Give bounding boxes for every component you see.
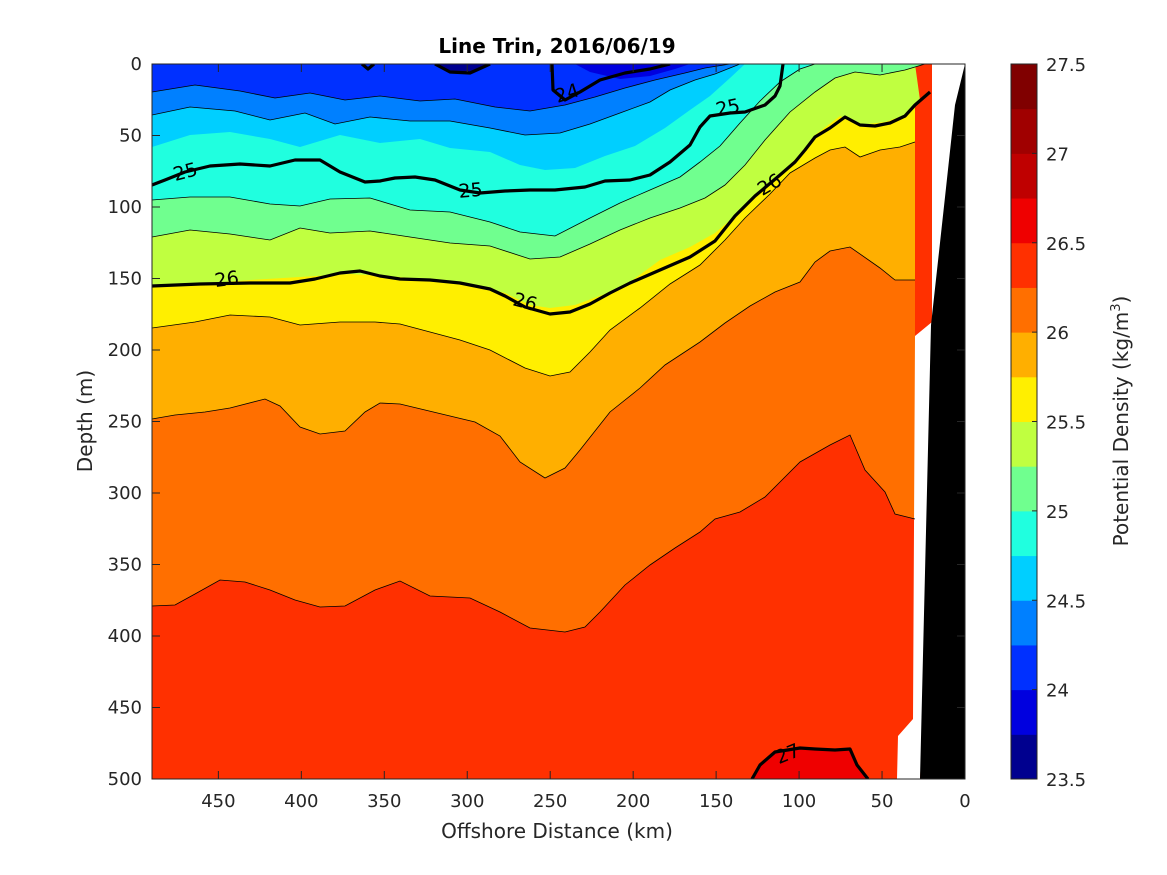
colorbar-tick-label: 24 <box>1046 681 1069 702</box>
x-tick-label: 350 <box>367 791 401 812</box>
colorbar-tick-label: 23.5 <box>1046 770 1086 791</box>
colorbar <box>1010 63 1038 780</box>
y-tick-label: 0 <box>131 54 142 75</box>
x-tick-label: 150 <box>699 791 733 812</box>
x-tick-label: 400 <box>284 791 318 812</box>
x-tick-label: 0 <box>959 791 970 812</box>
colorbar-tick-label: 26 <box>1046 323 1069 344</box>
colorbar-swatch <box>1011 644 1037 691</box>
colorbar-ticks: 23.5 24 24.5 25 25.5 26 26.5 27 27.5 <box>1032 55 1086 791</box>
colorbar-tick-label: 27 <box>1046 144 1069 165</box>
colorbar-label: Potential Density (kg/m3) <box>1109 296 1133 547</box>
colorbar-swatch <box>1011 198 1037 244</box>
colorbar-swatch <box>1011 242 1037 288</box>
y-tick-label: 300 <box>108 483 142 504</box>
y-tick-label: 100 <box>108 197 142 218</box>
thin-contour-lines <box>152 64 926 633</box>
density-band-27-00 <box>752 748 868 779</box>
contour-label: 25 <box>714 95 742 122</box>
chart-title: Line Trin, 2016/06/19 <box>438 34 675 58</box>
contour-label: 26 <box>213 267 240 292</box>
x-tick-label: 200 <box>616 791 650 812</box>
colorbar-swatch <box>1011 153 1037 199</box>
x-tick-label: 450 <box>201 791 235 812</box>
colorbar-swatch <box>1011 510 1037 557</box>
y-tick-label: 50 <box>119 126 142 147</box>
colorbar-swatch <box>1011 421 1037 467</box>
x-tick-label: 250 <box>533 791 567 812</box>
density-band-24-00 <box>152 64 690 79</box>
y-axis: 0 50 100 150 200 250 300 350 400 450 500 <box>108 54 965 790</box>
y-tick-label: 500 <box>108 769 142 790</box>
y-tick-label: 450 <box>108 698 142 719</box>
colorbar-tick-label: 24.5 <box>1046 591 1086 612</box>
x-tick-label: 50 <box>871 791 894 812</box>
colorbar-swatch <box>1011 555 1037 601</box>
y-tick-label: 150 <box>108 269 142 290</box>
colorbar-swatch <box>1011 64 1037 110</box>
colorbar-swatch <box>1011 734 1037 780</box>
colorbar-swatch <box>1011 108 1037 154</box>
colorbar-swatch <box>1011 376 1037 422</box>
colorbar-tick-label: 25 <box>1046 502 1069 523</box>
bathymetry-mask <box>920 64 965 779</box>
x-tick-label: 100 <box>782 791 816 812</box>
colorbar-swatch <box>1011 332 1037 378</box>
colorbar-swatch <box>1011 600 1037 646</box>
y-tick-label: 350 <box>108 555 142 576</box>
colorbar-tick-label: 25.5 <box>1046 413 1086 434</box>
colorbar-label-close: ) <box>1109 296 1133 304</box>
colorbar-label-text: Potential Density (kg/m <box>1109 312 1133 547</box>
contour-label: 25 <box>458 179 484 203</box>
colorbar-tick-label: 27.5 <box>1046 55 1086 76</box>
thick-contour-lines <box>152 64 932 779</box>
colorbar-swatch <box>1011 287 1037 333</box>
colorbar-swatch <box>1011 466 1037 512</box>
x-axis-label: Offshore Distance (km) <box>441 819 673 843</box>
y-tick-label: 200 <box>108 340 142 361</box>
y-tick-label: 250 <box>108 412 142 433</box>
colorbar-tick-label: 26.5 <box>1046 234 1086 255</box>
y-tick-label: 400 <box>108 626 142 647</box>
colorbar-swatch <box>1011 689 1037 735</box>
x-tick-label: 300 <box>450 791 484 812</box>
x-axis: 450 400 350 300 250 200 150 100 50 0 <box>201 64 971 812</box>
colorbar-label-superscript: 3 <box>1109 303 1124 311</box>
y-axis-label: Depth (m) <box>73 370 97 472</box>
